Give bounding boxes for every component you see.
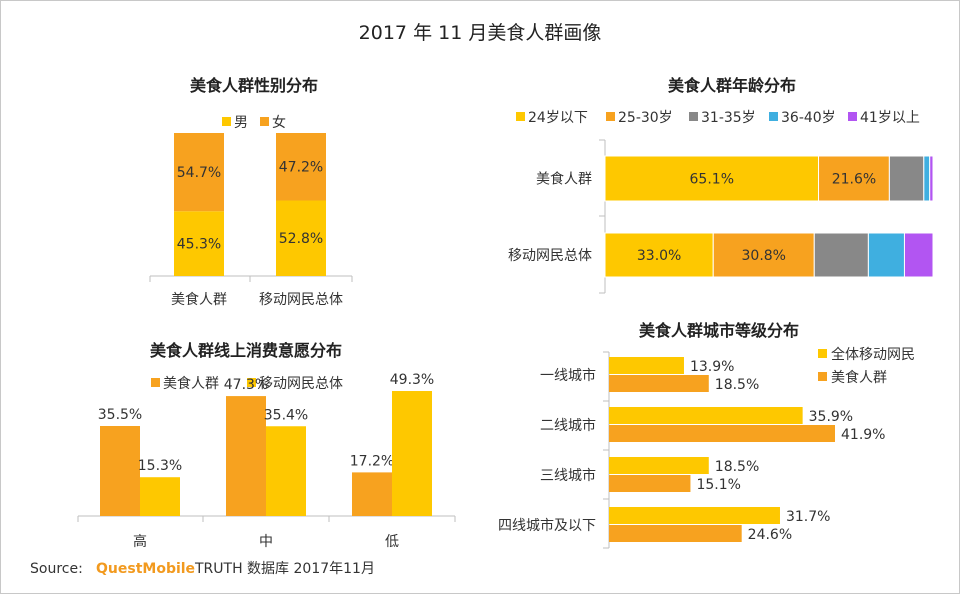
gender-category-label-1: 移动网民总体 <box>259 292 343 308</box>
age-bar-0-0 <box>604 155 820 202</box>
age-bar-3-1 <box>867 232 905 278</box>
gender-legend-swatch-0 <box>222 117 231 126</box>
gender-legend-label-1: 女 <box>272 114 286 131</box>
age-legend-label-1: 25-30岁 <box>618 110 673 126</box>
gender-bar-1-0 <box>174 133 224 212</box>
city-value-label-0-0: 13.9% <box>690 359 734 375</box>
source-text: TRUTH 数据库 2017年11月 <box>194 561 375 577</box>
gender-value-label-1-1: 47.2% <box>279 160 323 176</box>
city-bar-0-3 <box>609 507 780 524</box>
city-value-label-0-2: 18.5% <box>715 459 759 475</box>
page-title: 2017 年 11 月美食人群画像 <box>359 22 602 44</box>
age-chart: 24岁以下 25-30岁 31-35岁 36-40岁 41岁以上 65.1% 21.6% 美食… <box>508 110 934 294</box>
age-legend-label-2: 31-35岁 <box>701 110 756 126</box>
gender-value-label-1-0: 54.7% <box>177 165 221 181</box>
age-bar-4-1 <box>903 232 934 278</box>
spending-value-label-0-2: 17.2% <box>350 453 394 469</box>
gender-legend-swatch-1 <box>260 117 269 126</box>
spending-bar-1-0 <box>140 477 180 516</box>
city-bar-1-1 <box>609 425 835 442</box>
spending-legend-label-0: 美食人群 <box>163 375 219 392</box>
spending-chart: 美食人群 移动网民总体 35.5% 15.3% 高 47.3% 35.4% 中 17.2% 49.… <box>77 372 456 550</box>
age-legend-swatch-3 <box>769 112 778 121</box>
spending-category-label-0: 高 <box>133 533 147 550</box>
age-legend-label-3: 36-40岁 <box>781 110 836 126</box>
city-bar-0-1 <box>609 407 803 424</box>
age-legend-label-4: 41岁以上 <box>860 110 920 126</box>
city-bar-1-0 <box>609 375 709 392</box>
spending-category-label-1: 中 <box>259 534 273 550</box>
spending-bar-1-2 <box>392 391 432 516</box>
spending-value-label-1-2: 49.3% <box>390 372 434 388</box>
spending-bar-1-1 <box>266 426 306 516</box>
city-category-label-0: 一线城市 <box>540 367 596 384</box>
city-category-label-2: 三线城市 <box>540 467 596 484</box>
age-legend-swatch-0 <box>516 112 525 121</box>
city-legend-label-1: 美食人群 <box>831 369 887 386</box>
city-value-label-1-0: 18.5% <box>715 377 759 393</box>
gender-bar-0-1 <box>276 200 326 276</box>
city-legend-label-0: 全体移动网民 <box>831 346 915 363</box>
age-category-label-1: 移动网民总体 <box>508 248 592 264</box>
age-legend-swatch-4 <box>848 112 857 121</box>
spending-bar-0-1 <box>226 396 266 516</box>
spending-legend-swatch-0 <box>151 378 160 387</box>
age-bar-4-0 <box>929 155 934 202</box>
gender-value-label-0-0: 45.3% <box>177 237 221 253</box>
spending-legend-label-1: 移动网民总体 <box>259 376 343 392</box>
spending-value-label-0-1: 47.3% <box>224 377 268 393</box>
age-bar-2-1 <box>813 232 869 278</box>
age-chart-title: 美食人群年龄分布 <box>668 76 796 95</box>
city-bar-0-0 <box>609 357 684 374</box>
spending-bar-0-0 <box>100 426 140 516</box>
city-value-label-0-1: 35.9% <box>809 409 853 425</box>
age-legend-swatch-1 <box>606 112 615 121</box>
city-value-label-1-2: 15.1% <box>696 477 740 493</box>
city-bar-0-2 <box>609 457 709 474</box>
spending-value-label-0-0: 35.5% <box>98 407 142 423</box>
age-value-label-1-1: 30.8% <box>742 248 786 264</box>
source-brand: QuestMobile <box>96 561 195 577</box>
city-bar-1-3 <box>609 525 742 542</box>
city-category-label-1: 二线城市 <box>540 417 596 434</box>
spending-value-label-1-0: 15.3% <box>138 458 182 474</box>
city-value-label-1-3: 24.6% <box>748 527 792 543</box>
age-bar-1-0 <box>818 155 890 202</box>
city-value-label-0-3: 31.7% <box>786 509 830 525</box>
age-legend-swatch-2 <box>689 112 698 121</box>
spending-bar-0-2 <box>352 472 392 516</box>
gender-value-label-0-1: 52.8% <box>279 231 323 247</box>
age-bar-2-0 <box>888 155 925 202</box>
city-chart-title: 美食人群城市等级分布 <box>639 321 799 340</box>
gender-bar-0-0 <box>174 211 224 276</box>
age-bar-3-0 <box>923 155 931 202</box>
spending-category-label-2: 低 <box>385 534 399 550</box>
city-legend-swatch-1 <box>818 372 827 381</box>
age-category-label-0: 美食人群 <box>536 171 592 188</box>
age-value-label-0-1: 33.0% <box>637 248 681 264</box>
city-bar-1-2 <box>609 475 691 492</box>
city-legend-swatch-0 <box>818 349 827 358</box>
gender-chart-title: 美食人群性别分布 <box>190 76 318 95</box>
spending-legend-swatch-1 <box>247 378 256 387</box>
source-label: Source: <box>30 561 83 577</box>
city-value-label-1-1: 41.9% <box>841 427 885 443</box>
spending-value-label-1-1: 35.4% <box>264 407 308 423</box>
age-legend-label-0: 24岁以下 <box>528 110 588 126</box>
gender-chart: 男 女 45.3% 54.7% 美食人群 52.8% 47.2% 移动网民总体 <box>149 114 353 308</box>
city-category-label-3: 四线城市及以下 <box>498 517 596 534</box>
spending-chart-title: 美食人群线上消费意愿分布 <box>150 341 342 360</box>
age-value-label-1-0: 21.6% <box>832 172 876 188</box>
gender-bar-1-1 <box>276 133 326 201</box>
age-value-label-0-0: 65.1% <box>690 172 734 188</box>
gender-legend-label-0: 男 <box>234 115 248 131</box>
gender-category-label-0: 美食人群 <box>171 291 227 308</box>
